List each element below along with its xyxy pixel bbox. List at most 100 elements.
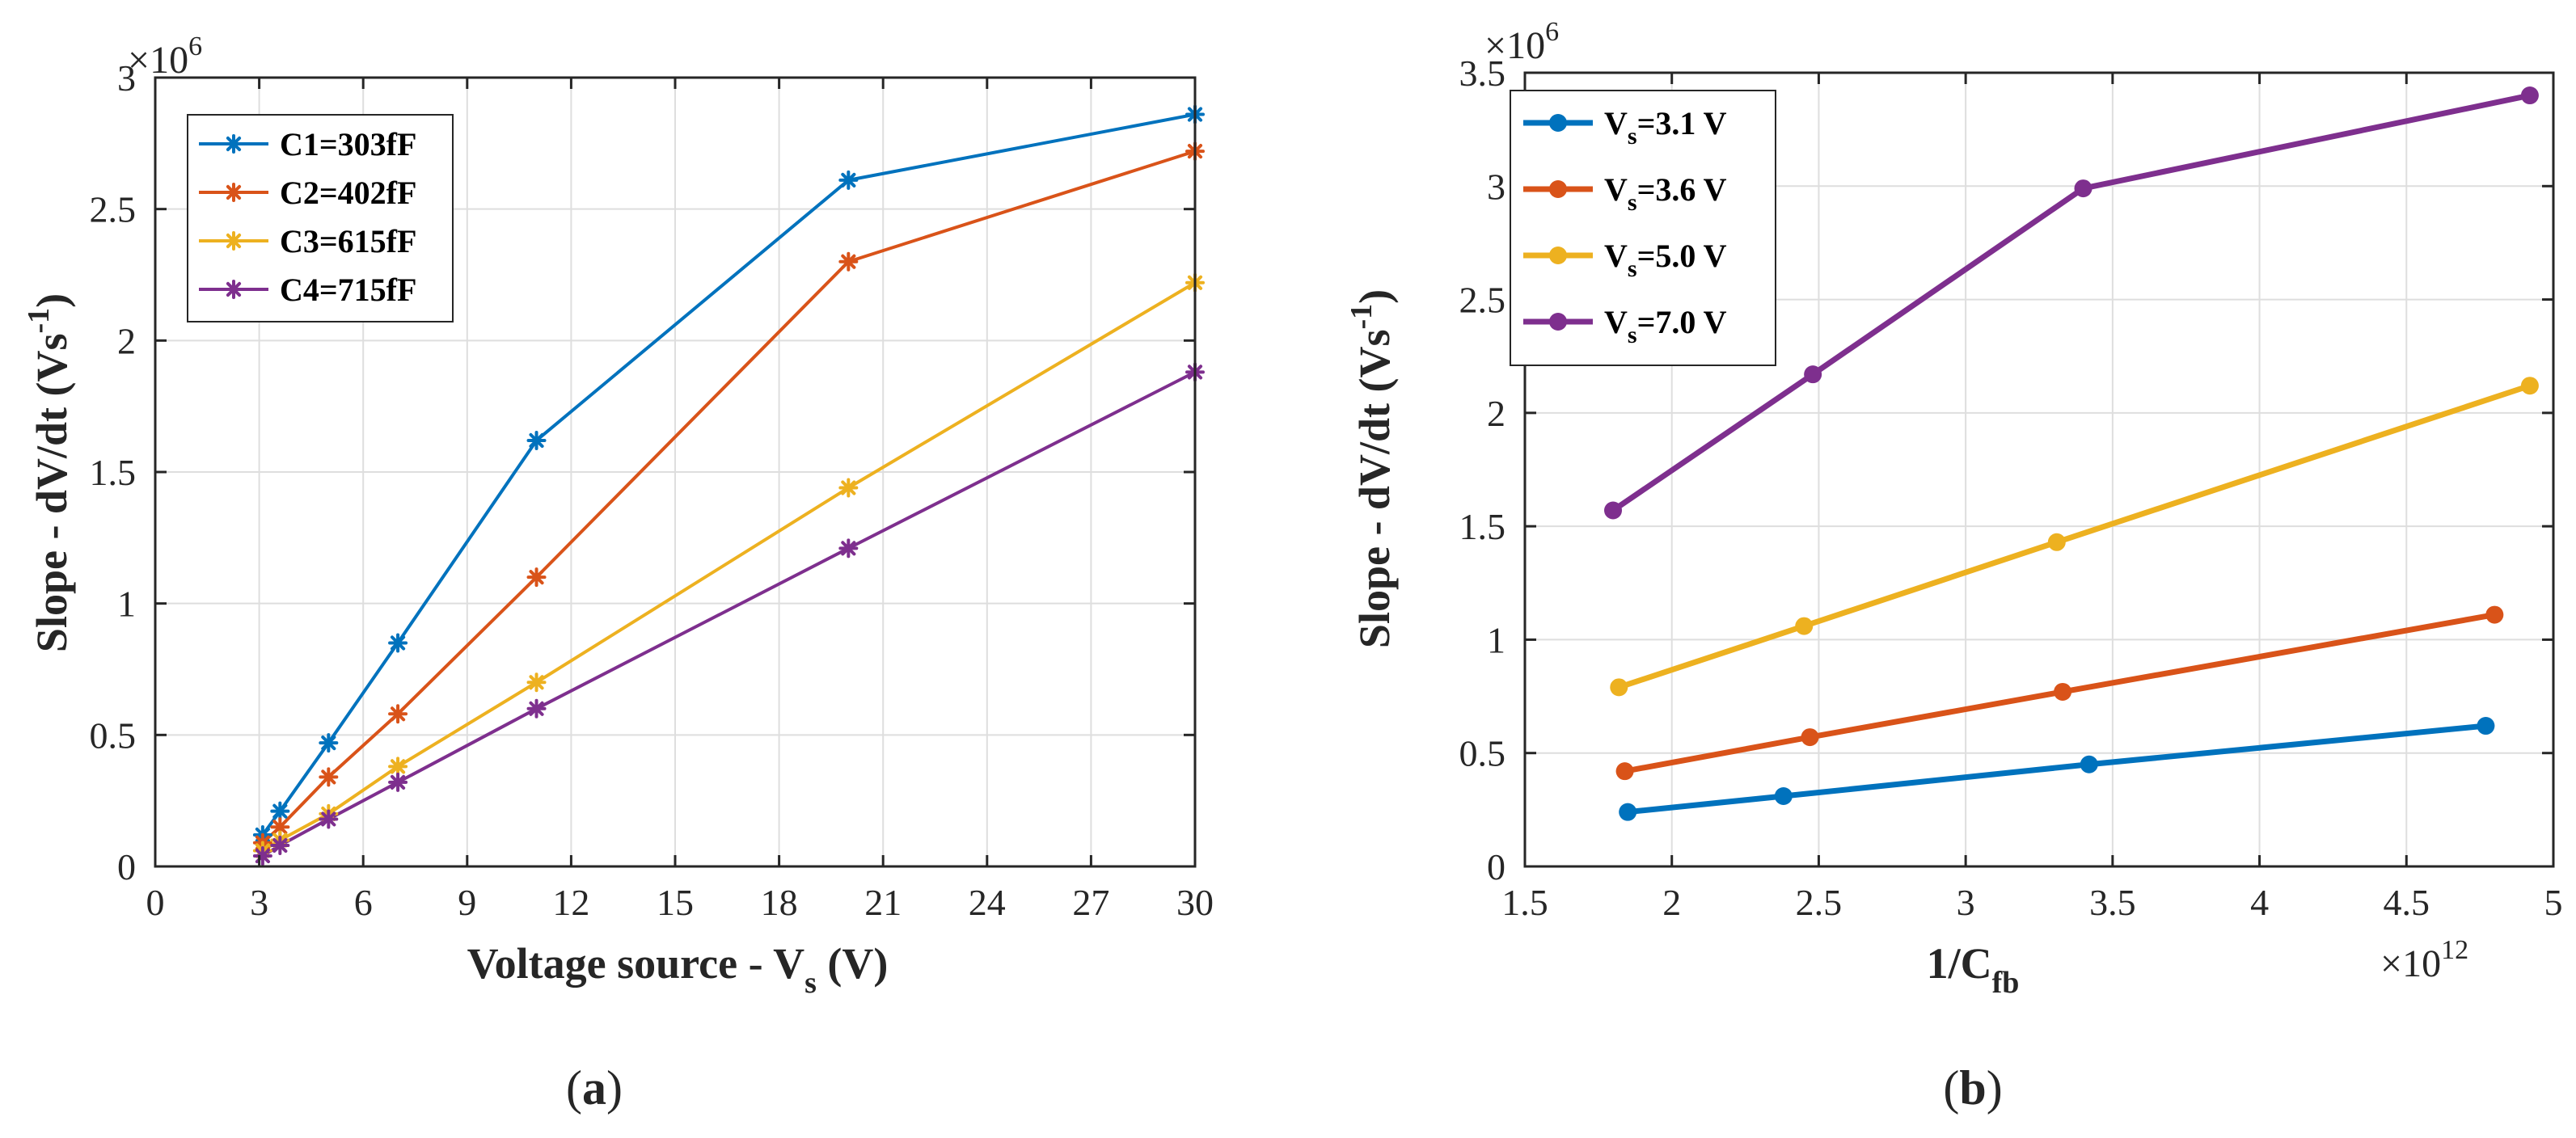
x-ticks-a: 0 3 6 9 12 15 18 21 24 27 30: [146, 78, 1214, 923]
x-tick-label: 9: [458, 882, 476, 923]
legend-marker: [1549, 114, 1567, 132]
data-point: [1795, 617, 1814, 635]
x-axis-label-a: Voltage source - Vs (V): [467, 939, 889, 1000]
data-point: [1801, 728, 1819, 747]
data-point: [1610, 678, 1628, 697]
series-markers-b: [1604, 86, 2539, 821]
caption-b: (b): [1943, 1061, 2002, 1115]
data-point: [838, 170, 859, 190]
x-exponent-b: ×1012: [2380, 935, 2468, 985]
x-tick-label: 3: [1957, 882, 1975, 923]
x-tick-label: 4: [2250, 882, 2269, 923]
data-point: [2520, 86, 2539, 105]
legend-marker: [1549, 180, 1567, 198]
y-tick-label: 3: [117, 57, 136, 99]
x-tick-label: 12: [552, 882, 589, 923]
legend-marker: [1549, 313, 1567, 331]
data-point: [319, 733, 339, 753]
data-point: [526, 672, 547, 693]
x-axis-label-b: 1/Cfb: [1927, 939, 2020, 1000]
x-tick-label: 3.5: [2089, 882, 2136, 923]
data-point: [838, 538, 859, 558]
x-tick-label: 1.5: [1501, 882, 1548, 923]
x-tick-label: 6: [354, 882, 373, 923]
y-tick-label: 0.5: [90, 714, 137, 756]
legend-label: C3=615fF: [280, 223, 416, 259]
caption-a: (a): [566, 1061, 623, 1115]
series-line-3: [1618, 382, 2532, 690]
chart-panel-b: 1.5 2 2.5 3 3.5 4 4.5 5 0 0.5 1 1.5 2 2.5 3 3.5 ×106 ×…: [1345, 17, 2563, 1115]
y-tick-label: 0: [117, 846, 136, 887]
data-point: [1619, 803, 1637, 821]
legend-label: Vs=3.6 V: [1604, 171, 1727, 216]
series-line-1: [1627, 723, 2486, 816]
data-point: [2485, 605, 2504, 624]
x-tick-label: 2.5: [1796, 882, 1843, 923]
plot-frame-b: [1523, 71, 2555, 868]
data-point: [388, 704, 408, 724]
y-tick-label: 1.5: [1459, 506, 1506, 547]
y-axis-label-b: Slope - dV/dt (Vs-1): [1345, 289, 1399, 648]
y-tick-label: 0: [1487, 846, 1505, 887]
legend-marker: [224, 134, 243, 154]
data-point: [319, 767, 339, 787]
y-tick-label: 1.5: [90, 452, 137, 493]
x-tick-label: 30: [1176, 882, 1214, 923]
legend-label: C1=303fF: [280, 126, 416, 162]
x-tick-label: 18: [761, 882, 798, 923]
data-point: [1804, 365, 1822, 384]
data-point: [2074, 179, 2092, 198]
y-tick-label: 1: [1487, 619, 1505, 660]
data-point: [270, 801, 290, 821]
data-point: [1615, 762, 1634, 781]
legend-marker: [224, 183, 243, 202]
series-line-2: [1624, 612, 2495, 774]
data-point: [838, 251, 859, 272]
legend-label: Vs=3.1 V: [1604, 105, 1727, 150]
data-point: [526, 430, 547, 450]
x-tick-label: 2: [1662, 882, 1681, 923]
legend-b: Vs=3.1 V Vs=3.6 V Vs=5.0 V Vs=7.0 V: [1510, 90, 1776, 366]
data-point: [319, 809, 339, 829]
y-ticks-a: 0 0.5 1 1.5 2 2.5 3: [90, 57, 1195, 887]
data-point: [838, 478, 859, 498]
legend-label: Vs=5.0 V: [1604, 238, 1727, 282]
data-point: [2520, 377, 2539, 395]
y-tick-label: 2: [117, 320, 136, 361]
data-point: [2080, 755, 2098, 773]
x-tick-label: 27: [1072, 882, 1109, 923]
y-tick-label: 2.5: [90, 189, 137, 230]
x-ticks-b: 1.5 2 2.5 3 3.5 4 4.5 5: [1501, 73, 2563, 923]
data-point: [526, 567, 547, 588]
y-tick-label: 1: [117, 584, 136, 625]
legend-marker: [224, 280, 243, 299]
legend-label: C4=715fF: [280, 272, 416, 308]
x-tick-label: 3: [250, 882, 268, 923]
y-exponent-a: ×106: [128, 32, 202, 82]
x-tick-label: 4.5: [2384, 882, 2430, 923]
data-point: [526, 698, 547, 719]
series-line-4: [1611, 92, 2531, 513]
chart-panel-a: 0 3 6 9 12 15 18 21 24 27 30 0 0.5 1 1.5 2 2.5 3 ×106 Vo…: [22, 32, 1214, 1115]
data-point: [270, 817, 290, 837]
legend-label: C2=402fF: [280, 175, 416, 211]
legend-label: Vs=7.0 V: [1604, 304, 1727, 348]
y-tick-label: 0.5: [1459, 733, 1506, 774]
data-point: [1774, 787, 1793, 806]
data-point: [252, 845, 272, 866]
data-point: [1604, 501, 1623, 520]
data-point: [388, 772, 408, 792]
data-point: [388, 757, 408, 777]
y-tick-label: 3: [1487, 166, 1505, 207]
y-ticks-b: 0 0.5 1 1.5 2 2.5 3 3.5: [1459, 53, 2553, 887]
x-tick-label: 0: [146, 882, 165, 923]
data-point: [270, 835, 290, 855]
data-point: [2047, 533, 2066, 551]
legend-marker: [224, 231, 243, 251]
x-tick-label: 15: [657, 882, 694, 923]
data-point: [388, 633, 408, 653]
x-tick-label: 24: [969, 882, 1006, 923]
y-axis-label-a: Slope - dV/dt (Vs-1): [22, 293, 76, 652]
x-tick-label: 21: [864, 882, 902, 923]
